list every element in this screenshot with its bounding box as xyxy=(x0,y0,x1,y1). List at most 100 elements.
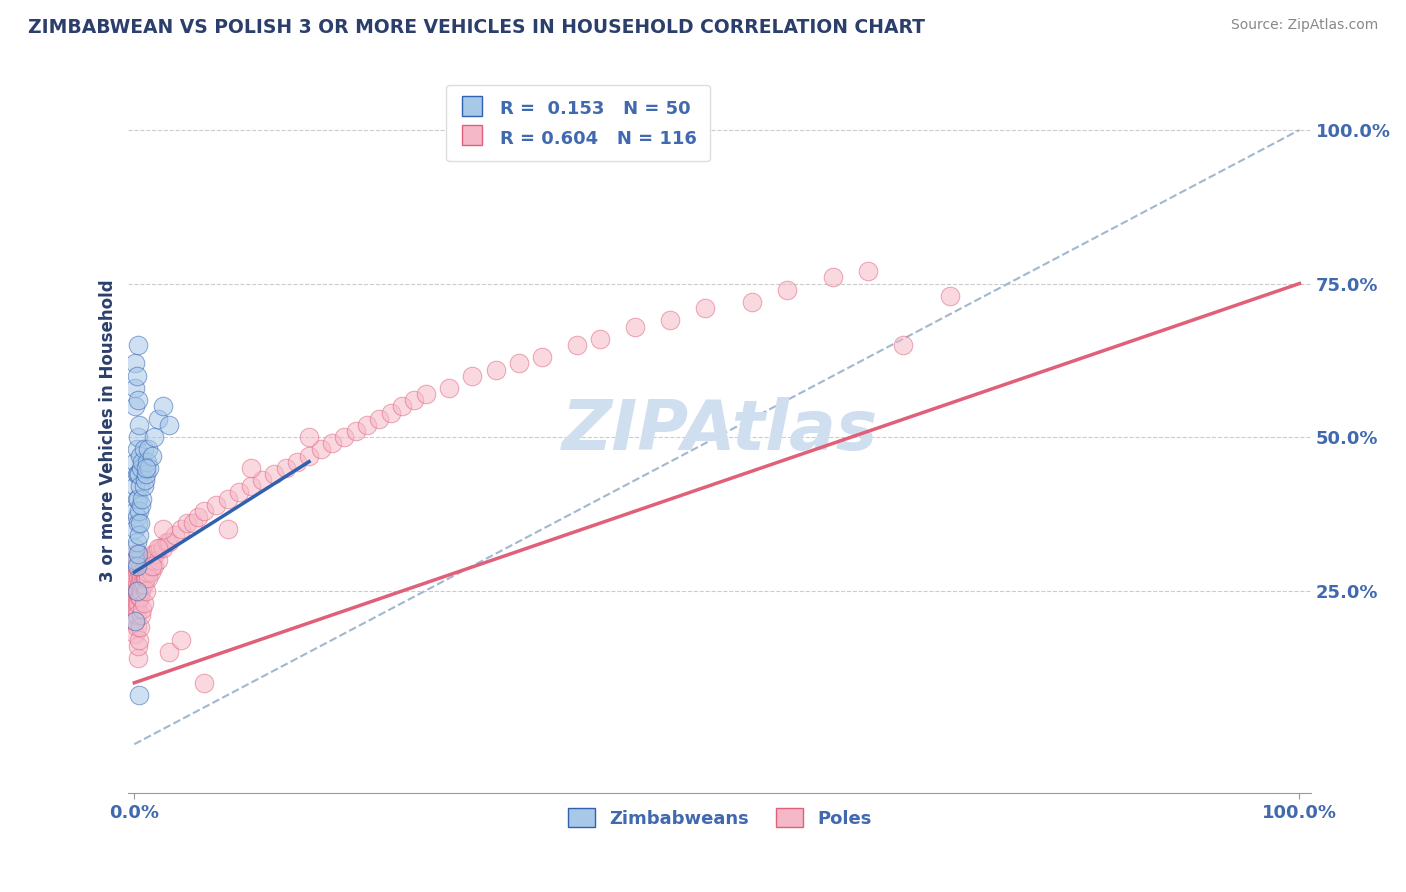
Point xyxy=(125,442,148,457)
Point xyxy=(124,455,146,469)
Point xyxy=(125,467,148,481)
Point xyxy=(508,356,530,370)
Point xyxy=(146,541,169,555)
Point xyxy=(124,553,146,567)
Point xyxy=(287,455,309,469)
Point xyxy=(217,491,239,506)
Point xyxy=(124,522,146,536)
Point xyxy=(125,590,148,604)
Point xyxy=(127,639,149,653)
Point xyxy=(124,553,146,567)
Point xyxy=(127,516,149,530)
Point xyxy=(124,571,146,585)
Point xyxy=(461,368,484,383)
Point xyxy=(136,455,159,469)
Point xyxy=(624,319,647,334)
Point xyxy=(134,559,156,574)
Point xyxy=(135,583,157,598)
Point xyxy=(124,577,146,591)
Point xyxy=(124,615,146,629)
Point xyxy=(135,559,157,574)
Point xyxy=(589,332,612,346)
Point xyxy=(124,356,146,370)
Point xyxy=(531,350,554,364)
Point xyxy=(135,460,157,475)
Point xyxy=(127,338,149,352)
Point xyxy=(239,460,262,475)
Point xyxy=(146,411,169,425)
Point xyxy=(131,602,153,616)
Point xyxy=(129,577,152,591)
Point xyxy=(125,620,148,634)
Point xyxy=(135,467,157,481)
Point xyxy=(128,504,150,518)
Point xyxy=(128,467,150,481)
Point xyxy=(136,571,159,585)
Point xyxy=(124,596,146,610)
Point xyxy=(125,583,148,598)
Point xyxy=(125,534,148,549)
Point xyxy=(263,467,285,481)
Point xyxy=(124,400,146,414)
Point xyxy=(131,491,153,506)
Point xyxy=(152,541,174,555)
Point xyxy=(124,381,146,395)
Point xyxy=(129,559,152,574)
Point xyxy=(141,559,163,574)
Point xyxy=(127,430,149,444)
Point xyxy=(124,559,146,574)
Point xyxy=(134,571,156,585)
Point xyxy=(437,381,460,395)
Point xyxy=(157,645,180,659)
Point xyxy=(741,294,763,309)
Text: Source: ZipAtlas.com: Source: ZipAtlas.com xyxy=(1230,18,1378,32)
Point xyxy=(129,608,152,623)
Point xyxy=(205,498,228,512)
Point xyxy=(187,510,209,524)
Point xyxy=(129,449,152,463)
Point xyxy=(134,473,156,487)
Point xyxy=(127,583,149,598)
Point xyxy=(127,651,149,665)
Point xyxy=(129,583,152,598)
Point xyxy=(128,553,150,567)
Point xyxy=(165,528,187,542)
Point xyxy=(129,479,152,493)
Point xyxy=(228,485,250,500)
Point xyxy=(125,510,148,524)
Point xyxy=(129,498,152,512)
Point xyxy=(146,553,169,567)
Point xyxy=(170,632,193,647)
Point xyxy=(170,522,193,536)
Point xyxy=(132,442,155,457)
Point xyxy=(776,283,799,297)
Point xyxy=(823,270,845,285)
Point xyxy=(125,491,148,506)
Point xyxy=(356,417,378,432)
Point xyxy=(402,393,425,408)
Point xyxy=(131,455,153,469)
Point xyxy=(125,368,148,383)
Point xyxy=(193,504,215,518)
Point xyxy=(143,430,166,444)
Point xyxy=(152,522,174,536)
Point xyxy=(252,473,274,487)
Point xyxy=(156,534,179,549)
Point xyxy=(333,430,356,444)
Point xyxy=(136,442,159,457)
Point xyxy=(124,602,146,616)
Point xyxy=(125,583,148,598)
Point xyxy=(132,577,155,591)
Point xyxy=(695,301,717,315)
Point xyxy=(321,436,343,450)
Point xyxy=(127,547,149,561)
Point xyxy=(125,596,148,610)
Point xyxy=(125,577,148,591)
Text: ZIPAtlas: ZIPAtlas xyxy=(561,398,877,465)
Point xyxy=(274,460,297,475)
Point xyxy=(565,338,588,352)
Text: ZIMBABWEAN VS POLISH 3 OR MORE VEHICLES IN HOUSEHOLD CORRELATION CHART: ZIMBABWEAN VS POLISH 3 OR MORE VEHICLES … xyxy=(28,18,925,37)
Point xyxy=(138,460,160,475)
Point xyxy=(132,565,155,579)
Point xyxy=(128,417,150,432)
